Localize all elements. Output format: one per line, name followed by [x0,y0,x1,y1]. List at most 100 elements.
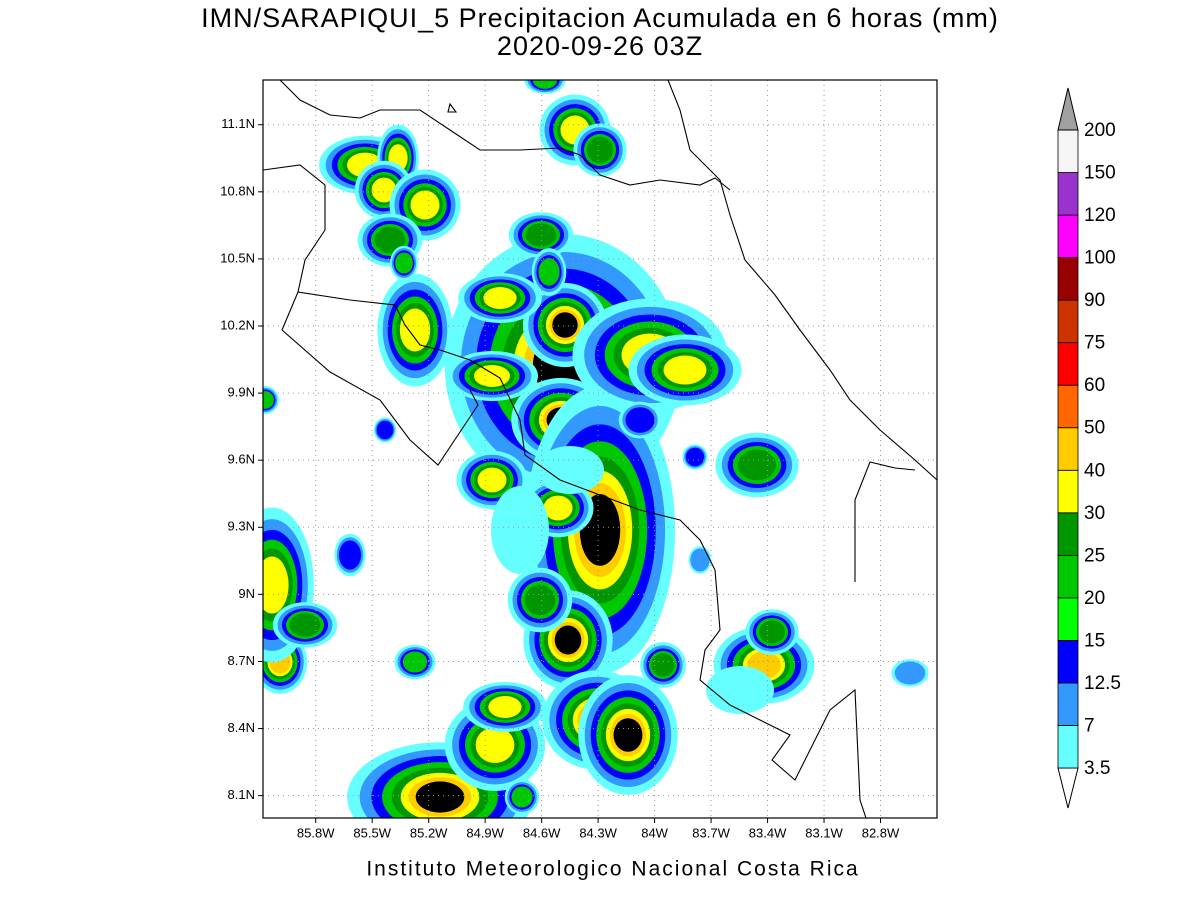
colorbar-swatch [1057,469,1079,514]
footer: Instituto Meteorologico Nacional Costa R… [366,858,859,881]
precip-cell [532,80,558,89]
y-tick-label: 10.5N [220,250,255,265]
colorbar-label: 90 [1084,290,1105,311]
precip-cell [586,136,614,164]
colorbar-label: 100 [1084,248,1116,269]
precip-cell [399,308,431,352]
precip-cell [410,190,440,220]
precip-cell [483,287,517,309]
title: IMN/SARAPIQUI_5 Precipitacion Acumulada … [201,3,999,33]
colorbar-label: 60 [1084,375,1105,396]
x-tick-label: 85.8W [297,825,335,840]
precip-cell [737,449,777,481]
precip-cell [525,223,557,247]
precip-cell [376,420,394,440]
colorbar-swatch [1057,427,1079,471]
colorbar-swatch [1057,640,1079,684]
y-tick-label: 9.6N [228,452,255,467]
colorbar-label: 200 [1084,120,1116,141]
precip-cell [554,625,582,655]
border [279,80,731,191]
precip-cell [474,365,510,387]
precip-cell [511,786,533,808]
y-tick-label: 9.9N [228,385,255,400]
precip-cell [625,407,655,433]
x-tick-label: 84.3W [579,825,617,840]
map-frame [262,79,938,819]
colorbar-swatch [1057,172,1079,216]
x-tick-label: 83.1W [805,825,843,840]
precip-cell [488,696,522,718]
precip-cell [613,718,643,752]
colorbar-label: 15 [1084,630,1105,651]
precip-cell [477,467,507,493]
precip-cell [552,312,578,338]
x-tick-label: 84.6W [523,825,561,840]
colorbar-label: 75 [1084,333,1105,354]
precip-cell [289,613,321,637]
colorbar-swatch [1057,554,1079,599]
precip-cell [536,446,604,494]
precip-cell [395,252,413,274]
colorbar-label: 150 [1084,163,1116,184]
colorbar: 3.5 7 12.5 15 20 25 30 40 50 60 75 90 100 120 150 200 [1057,87,1121,809]
precip-cell [263,391,274,409]
colorbar-swatch [1057,299,1079,344]
colorbar-swatch [1057,512,1079,556]
precip-cell [371,177,397,203]
y-tick-label: 11.1N [221,116,255,131]
colorbar-label: 30 [1084,503,1105,524]
pacific-coast [263,164,867,818]
precip-cell [543,495,573,521]
caribbean-coast [667,80,937,481]
x-tick-label: 83.7W [692,825,730,840]
axes: 85.8W 85.5W 85.2W 84.9W 84.6W 84.3W 84W 83.7W 83… [220,116,900,840]
colorbar-label: 7 [1084,715,1095,736]
precip-cell [491,486,549,574]
y-tick-label: 8.1N [228,787,255,802]
colorbar-swatch [1057,682,1079,726]
grid [263,80,937,818]
precip-cell [894,661,926,685]
colorbar-swatch [1057,725,1079,769]
colorbar-label: 20 [1084,588,1105,609]
precip-cell [706,666,774,714]
precip-cell [524,584,556,616]
y-tick-label: 9N [238,586,255,601]
y-tick-label: 9.3N [228,519,255,534]
subtitle: 2020-09-26 03Z [497,31,703,61]
colorbar-label: 120 [1084,205,1116,226]
x-tick-label: 84.9W [466,825,504,840]
precip-cell [402,651,428,673]
colorbar-swatch [1057,214,1079,258]
nicoya-coast [281,291,479,466]
colorbar-label: 40 [1084,460,1105,481]
precip-cell [690,548,710,572]
precip-cell [651,653,675,677]
y-tick-label: 10.2N [220,317,255,332]
precip-cell [663,355,707,385]
colorbar-swatch [1057,384,1079,429]
precip-cell [338,540,362,570]
colorbar-label: 12.5 [1084,673,1121,694]
colorbar-label: 25 [1084,545,1105,566]
colorbar-swatch [1057,129,1079,173]
precip-cell [374,226,406,254]
y-tick-label: 10.8N [220,183,255,198]
x-tick-label: 85.5W [353,825,391,840]
precip-cell [685,447,705,467]
x-tick-label: 83.4W [749,825,787,840]
precip-cell [475,727,515,763]
x-tick-label: 84W [641,825,668,840]
precip-cell [263,556,289,614]
y-tick-label: 8.4N [228,720,255,735]
precip-cell [758,620,786,644]
colorbar-over [1057,87,1079,131]
precip-cell [538,258,560,286]
x-tick-label: 82.8W [862,825,900,840]
colorbar-swatch [1057,597,1079,641]
precipitation-field [263,80,929,818]
colorbar-swatch [1057,342,1079,386]
x-tick-label: 85.2W [410,825,448,840]
